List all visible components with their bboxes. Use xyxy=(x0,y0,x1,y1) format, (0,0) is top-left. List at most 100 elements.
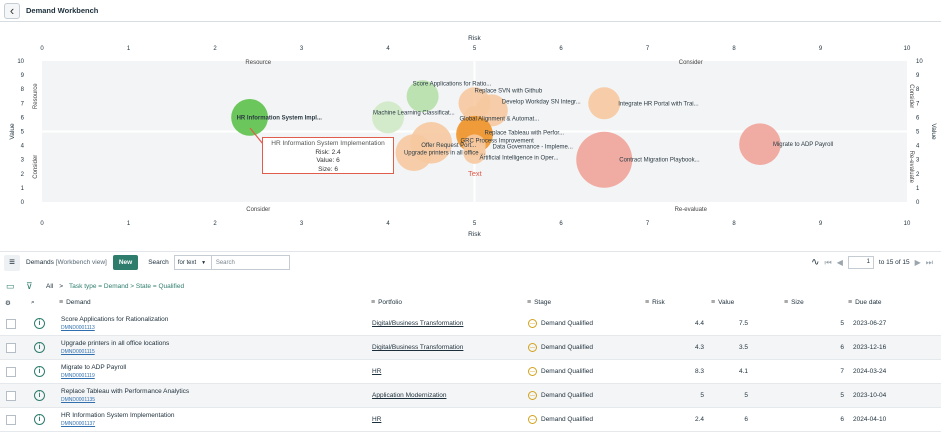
info-icon[interactable]: i xyxy=(34,390,45,401)
table-row[interactable]: i Migrate to ADP Payroll DMND0001119 HR — Dem… xyxy=(0,360,941,384)
filter-separator: > xyxy=(59,282,64,290)
page-number-input[interactable]: 1 xyxy=(847,256,874,269)
col-risk[interactable]: ≡ Risk xyxy=(645,299,665,306)
info-icon[interactable]: i xyxy=(34,342,45,353)
portfolio-link[interactable]: Digital/Business Transformation xyxy=(372,344,464,351)
quadrant-side-right-lower: Re-evaluate xyxy=(908,151,914,184)
bubble-point xyxy=(372,101,404,134)
list-view-name: [Workbench view] xyxy=(55,259,107,266)
col-value[interactable]: ≡ Value xyxy=(711,299,734,306)
demand-number[interactable]: DMND0001113 xyxy=(61,325,95,331)
demand-number[interactable]: DMND0001137 xyxy=(61,421,96,427)
quadrant-side-left-upper: Resource xyxy=(33,83,39,109)
filter-breadcrumb[interactable]: Task type = Demand > State = Qualified xyxy=(69,282,185,290)
x-tick-bottom: 5 xyxy=(473,221,477,227)
search-icon[interactable]: ⌕ xyxy=(31,298,35,306)
x-tick-top: 10 xyxy=(904,46,911,52)
bubble-label: Offer Request Port... xyxy=(421,143,476,149)
x-tick-bottom: 9 xyxy=(819,221,823,227)
funnel-icon[interactable]: ⊽ xyxy=(26,280,33,291)
chevron-down-icon: ▼ xyxy=(201,259,207,266)
prev-page-icon[interactable]: ◀ xyxy=(836,258,843,267)
y-tick-left: 9 xyxy=(21,73,25,79)
info-icon[interactable]: i xyxy=(34,414,45,425)
x-tick-top: 0 xyxy=(40,46,44,52)
stage-cell: — Demand Qualified xyxy=(528,415,593,424)
bubble-point xyxy=(395,134,433,172)
row-checkbox[interactable] xyxy=(6,343,16,353)
demand-name[interactable]: Replace Tableau with Performance Analyti… xyxy=(61,388,190,395)
value-cell: 4.1 xyxy=(738,368,748,375)
x-tick-bottom: 10 xyxy=(904,221,911,227)
stage-label: Demand Qualified xyxy=(541,416,594,423)
comment-icon[interactable]: ▭ xyxy=(6,280,15,291)
stage-status-icon: — xyxy=(528,391,537,400)
col-size[interactable]: ≡ Size xyxy=(784,299,804,306)
x-tick-top: 3 xyxy=(300,46,304,52)
quadrant-label-top-right: Consider xyxy=(679,60,703,66)
size-cell: 6 xyxy=(840,416,844,423)
activity-icon[interactable]: ∿ xyxy=(811,257,820,268)
x-tick-bottom: 7 xyxy=(646,221,650,227)
table-row[interactable]: i Upgrade printers in all office location… xyxy=(0,336,941,360)
new-button[interactable]: New xyxy=(112,255,139,270)
row-checkbox[interactable] xyxy=(6,415,16,425)
next-page-icon[interactable]: ▶ xyxy=(914,258,921,267)
stage-status-icon: — xyxy=(528,415,537,424)
row-checkbox[interactable] xyxy=(6,319,16,329)
y-tick-left: 4 xyxy=(21,144,25,150)
search-field-select[interactable]: for text ▼ xyxy=(173,255,212,270)
x-tick-bottom: 0 xyxy=(40,221,44,227)
size-cell: 6 xyxy=(840,344,844,351)
table-row[interactable]: i HR Information System Implementation DMN… xyxy=(0,408,941,432)
bubble-point xyxy=(576,131,633,188)
quadrant-side-left-lower: Consider xyxy=(33,155,39,179)
x-tick-top: 9 xyxy=(819,46,823,52)
demand-name[interactable]: Score Applications for Rationalization xyxy=(61,316,169,323)
x-tick-top: 8 xyxy=(732,46,736,52)
col-portfolio[interactable]: ≡ Portfolio xyxy=(371,299,402,306)
col-stage[interactable]: ≡ Stage xyxy=(527,299,551,306)
first-page-icon[interactable]: ⏮ xyxy=(824,257,832,267)
portfolio-link[interactable]: Application Modernization xyxy=(372,392,447,399)
filter-all[interactable]: All xyxy=(46,282,54,290)
table-row[interactable]: i Replace Tableau with Performance Analyt… xyxy=(0,384,941,408)
gear-icon[interactable]: ⚙ xyxy=(5,299,11,307)
portfolio-link[interactable]: Digital/Business Transformation xyxy=(372,320,464,327)
portfolio-link[interactable]: HR xyxy=(372,416,382,423)
row-checkbox[interactable] xyxy=(6,367,16,377)
bubble-point xyxy=(588,87,621,120)
table-row[interactable]: i Score Applications for Rationalization D… xyxy=(0,312,941,336)
y-tick-right: 4 xyxy=(916,144,920,150)
stage-label: Demand Qualified xyxy=(541,392,594,399)
search-input[interactable]: Search xyxy=(211,255,290,270)
col-due[interactable]: ≡ Due date xyxy=(848,299,881,306)
demand-name[interactable]: Upgrade printers in all office locations xyxy=(61,340,170,347)
col-stage-label: Stage xyxy=(534,299,552,306)
hamburger-icon[interactable]: ≡ xyxy=(4,254,20,271)
demand-number[interactable]: DMND0001119 xyxy=(61,373,95,379)
last-page-icon[interactable]: ⏭ xyxy=(925,257,933,267)
tooltip-risk: Risk: 2.4 xyxy=(315,148,341,156)
col-demand[interactable]: ≡ Demand xyxy=(59,299,91,306)
bubble-label: Artificial Intelligence in Oper... xyxy=(480,156,559,162)
search-field-value: for text xyxy=(177,259,197,266)
demand-name[interactable]: HR Information System Implementation xyxy=(61,412,175,419)
portfolio-link[interactable]: HR xyxy=(372,368,382,375)
x-tick-top: 7 xyxy=(646,46,650,52)
page-title: Demand Workbench xyxy=(26,6,99,15)
risk-cell: 4.3 xyxy=(694,344,704,351)
demand-name[interactable]: Migrate to ADP Payroll xyxy=(61,364,127,371)
back-button[interactable]: ‹ xyxy=(4,2,20,19)
demand-number[interactable]: DMND0001115 xyxy=(61,349,95,355)
bubble-label: Integrate HR Portal with Trai... xyxy=(618,101,699,107)
info-icon[interactable]: i xyxy=(34,366,45,377)
row-checkbox[interactable] xyxy=(6,391,16,401)
info-icon[interactable]: i xyxy=(34,318,45,329)
col-demand-label: Demand xyxy=(66,299,91,306)
stage-cell: — Demand Qualified xyxy=(528,343,593,352)
x-tick-top: 4 xyxy=(386,46,390,52)
demand-number[interactable]: DMND0001135 xyxy=(61,397,96,403)
quadrant-label-top-left: Resource xyxy=(245,60,271,66)
